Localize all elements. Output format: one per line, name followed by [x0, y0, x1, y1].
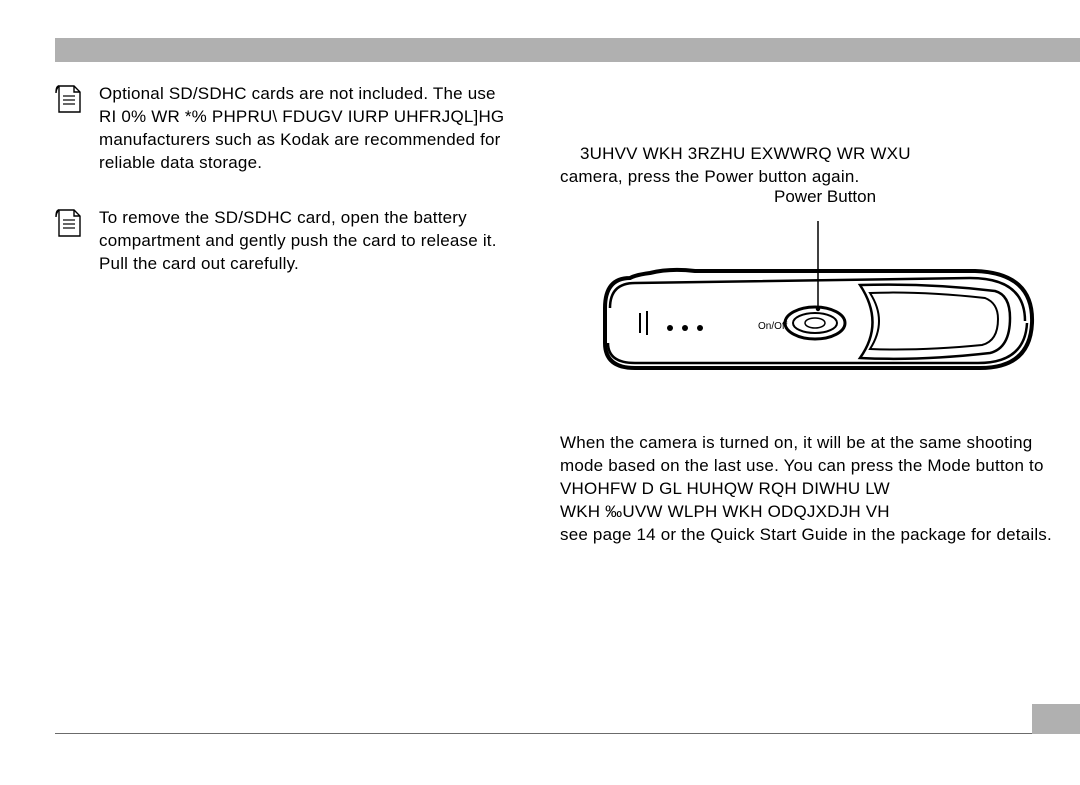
camera-figure: Power Button On/Off — [600, 193, 1060, 398]
right-column: 3UHVV WKH 3RZHU EXWWRQ WR WXU camera, pr… — [560, 83, 1080, 547]
note-icon — [55, 209, 85, 237]
header-bar — [55, 38, 1080, 62]
note-icon — [55, 85, 85, 113]
camera-top-illustration: On/Off — [600, 213, 1040, 393]
mode-para-line1: When the camera is turned on, it will be… — [560, 432, 1080, 478]
power-heading-garbled: 3UHVV WKH 3RZHU EXWWRQ WR WXU — [580, 143, 1080, 166]
power-subtext: camera, press the Power button again. — [560, 166, 1080, 189]
mode-para-garbled2: WKH ‰UVW WLPH WKH ODQJXDJH VH — [560, 501, 1080, 524]
note1-line1: Optional SD/SDHC cards are not included.… — [99, 83, 520, 106]
note1-garbled: RI 0% WR *% PHPRU\ FDUGV IURP UHFRJQL]HG — [99, 106, 520, 129]
note-block-2: To remove the SD/SDHC card, open the bat… — [55, 207, 520, 276]
note1-line3: manufacturers such as Kodak are recommen… — [99, 129, 520, 175]
mode-para-garbled1: VHOHFW D GL HUHQW RQH DIWHU LW — [560, 478, 1080, 501]
mode-para-line4: see page 14 or the Quick Start Guide in … — [560, 524, 1080, 547]
footer-rule — [55, 733, 1080, 734]
page-content: Optional SD/SDHC cards are not included.… — [0, 78, 1080, 785]
page-number-tab — [1032, 704, 1080, 734]
note-block-1: Optional SD/SDHC cards are not included.… — [55, 83, 520, 175]
note2-text: To remove the SD/SDHC card, open the bat… — [99, 207, 520, 276]
note-text-2: To remove the SD/SDHC card, open the bat… — [99, 207, 520, 276]
left-column: Optional SD/SDHC cards are not included.… — [55, 83, 520, 308]
onoff-text: On/Off — [758, 321, 787, 332]
power-button-label: Power Button — [774, 187, 876, 207]
note-text-1: Optional SD/SDHC cards are not included.… — [99, 83, 520, 175]
